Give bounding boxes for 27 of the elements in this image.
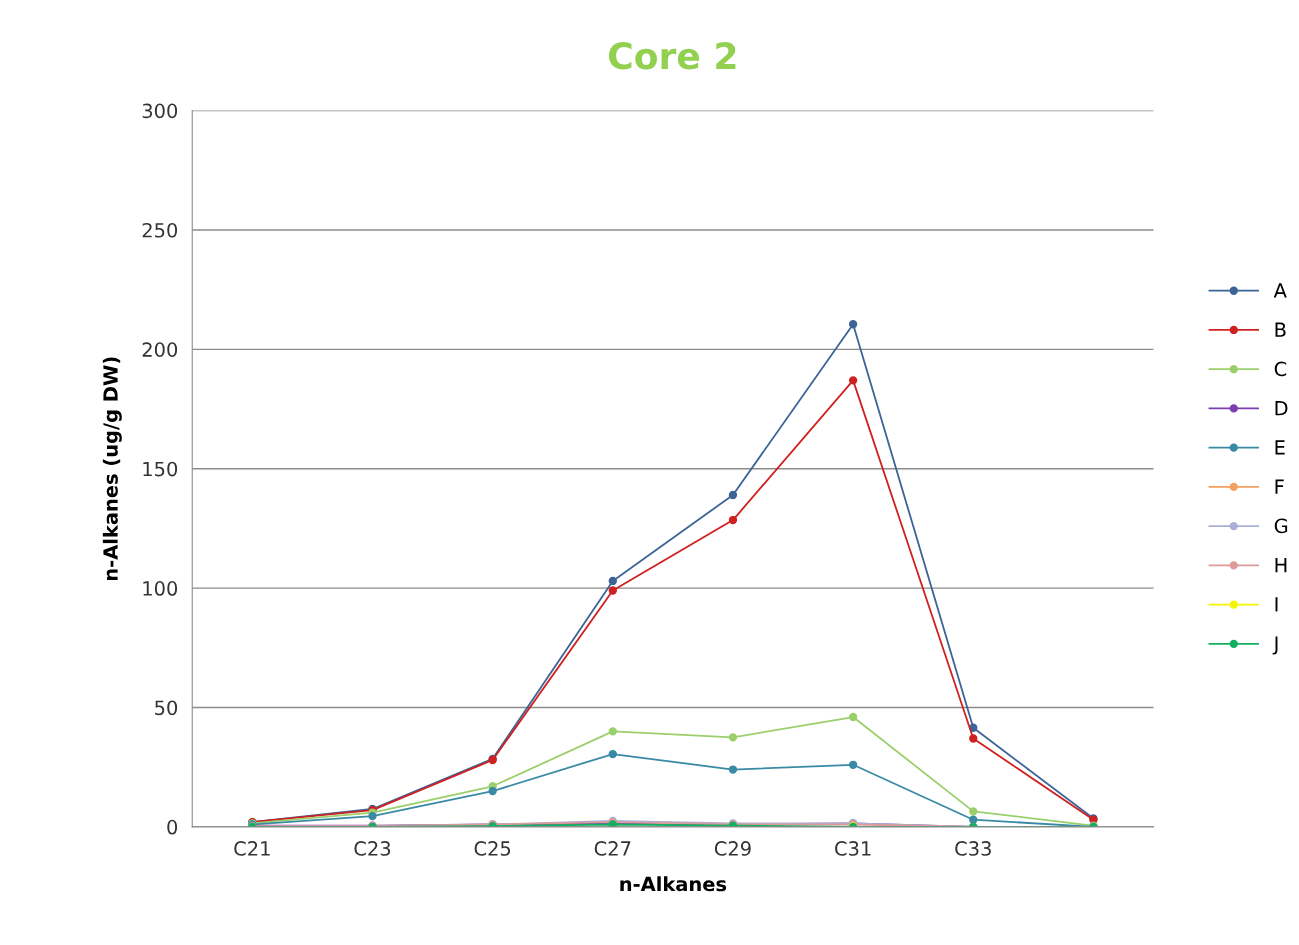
x-tick-label: C33 [955,841,991,856]
x-tick-label: C23 [354,841,391,856]
x-tick-label: C21 [234,841,270,856]
legend-label: B [1275,322,1286,337]
x-tick-label: C29 [714,841,751,856]
x-tick-label: C31 [835,841,871,856]
legend-label: A [1273,283,1287,298]
legend-label: C [1274,361,1287,377]
y-tick-label: 200 [142,342,178,357]
legend-label: H [1275,558,1287,573]
y-tick-label: 50 [155,700,178,716]
x-tick-label: C25 [474,841,511,856]
y-tick-label: 150 [143,461,178,477]
legend-label: D [1275,401,1288,416]
chart-title: Core 2 [609,42,736,70]
legend-label: E [1275,440,1285,455]
y-tick-label: 300 [142,103,178,119]
legend-label: I [1275,597,1278,612]
y-tick-label: 100 [143,581,178,596]
y-axis-title: n-Alkanes (ug/g DW) [102,357,122,581]
y-tick-label: 0 [167,819,178,835]
legend-label: G [1274,518,1288,534]
x-tick-label: C27 [594,841,631,856]
x-axis-title: n-Alkanes [620,876,727,892]
legend-label: J [1272,636,1278,655]
y-tick-label: 250 [142,222,178,238]
legend-label: F [1275,479,1284,494]
